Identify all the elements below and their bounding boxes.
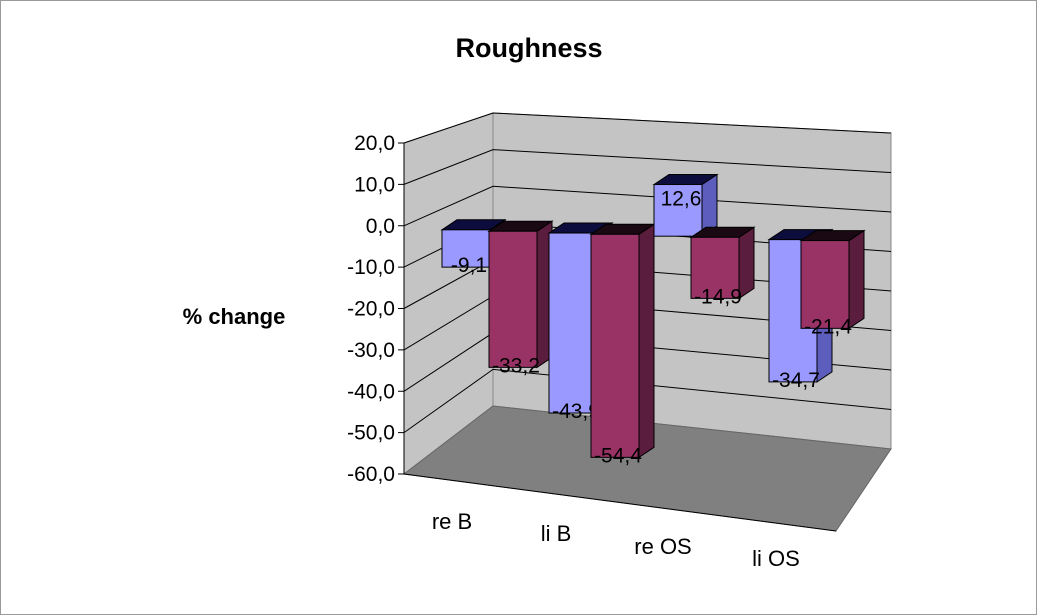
- y-axis-label: % change: [183, 304, 286, 329]
- chart-title: Roughness: [455, 33, 602, 63]
- gridline: [403, 185, 892, 227]
- category-label-re-os: re OS: [634, 534, 691, 559]
- bar-series1-re-os-data-label: 12,6: [661, 188, 702, 211]
- bar-series1-re-b-data-label: -9,1: [451, 254, 487, 277]
- bar-series2-re-b: -33,2: [487, 220, 554, 377]
- x-axis-line: [403, 473, 837, 532]
- y-tick-label: 0,0: [366, 215, 395, 238]
- bar-series2-li-b-side: [638, 223, 655, 459]
- bar-series2-re-b-data-label: -33,2: [492, 354, 540, 377]
- bar-series1-re-os: 12,6: [652, 173, 719, 238]
- bar-series2-re-os-front: [690, 236, 740, 299]
- category-label-re-b: re B: [432, 509, 472, 534]
- chart-bars: -9,1 -33,2 -43,9 -54,4 12,6 -14,9 -34,7 -21,4: [440, 173, 866, 467]
- y-tick-label: -50,0: [347, 422, 395, 445]
- bar-series2-li-os-side: [848, 229, 865, 330]
- bar-series2-re-b-front: [488, 230, 538, 368]
- bar-series1-re-b: -9,1: [440, 218, 507, 277]
- bar-series2-li-os-front: [800, 240, 850, 329]
- y-tick-label: 10,0: [354, 173, 395, 196]
- bar-series2-li-b-front: [590, 233, 640, 458]
- bar-series2-re-os: -14,9: [689, 226, 756, 308]
- y-tick-label: -20,0: [347, 298, 395, 321]
- y-tick-label: -10,0: [347, 256, 395, 279]
- gridline: [403, 368, 892, 434]
- y-tick-label: -60,0: [347, 463, 395, 486]
- y-tick-label: -30,0: [347, 339, 395, 362]
- y-axis-ticks: 20,0 10,0 0,0 -10,0 -20,0 -30,0 -40,0 -50,0 -60,…: [347, 132, 404, 486]
- gridline: [403, 112, 892, 144]
- y-tick-label: 20,0: [354, 132, 395, 155]
- category-label-li-os: li OS: [752, 546, 800, 571]
- bar-series2-li-os-data-label: -21,4: [804, 315, 852, 338]
- x-axis-categories: re B li B re OS li OS: [432, 509, 800, 571]
- bar-series1-li-b-front: [548, 232, 598, 414]
- bar-series2-li-b-data-label: -54,4: [594, 444, 642, 467]
- gridline: [403, 149, 892, 185]
- bar-series2-re-os-data-label: -14,9: [694, 285, 742, 308]
- bar-series2-li-b: -54,4: [589, 223, 656, 467]
- bar-series2-li-os: -21,4: [799, 229, 866, 338]
- category-label-li-b: li B: [541, 521, 572, 546]
- y-tick-label: -40,0: [347, 380, 395, 403]
- bar-series1-re-os-front: [653, 184, 703, 237]
- bar-series1-li-b-data-label: -43,9: [552, 400, 600, 423]
- bar-series1-re-b-front: [441, 229, 491, 268]
- bar-series1-li-os-data-label: -34,7: [772, 369, 820, 392]
